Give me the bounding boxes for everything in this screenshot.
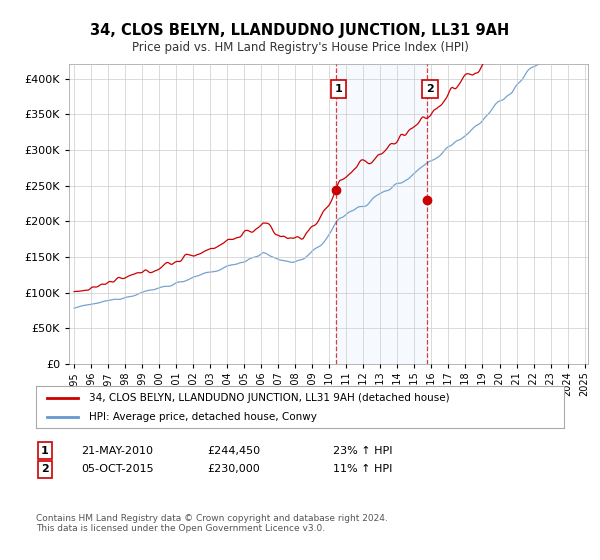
- Bar: [336, 64, 427, 364]
- Text: Price paid vs. HM Land Registry's House Price Index (HPI): Price paid vs. HM Land Registry's House …: [131, 41, 469, 54]
- Text: £230,000: £230,000: [207, 464, 260, 474]
- Text: 23% ↑ HPI: 23% ↑ HPI: [333, 446, 392, 456]
- Text: 1: 1: [334, 85, 342, 95]
- Text: £244,450: £244,450: [207, 446, 260, 456]
- Text: 05-OCT-2015: 05-OCT-2015: [81, 464, 154, 474]
- Text: 34, CLOS BELYN, LLANDUDNO JUNCTION, LL31 9AH: 34, CLOS BELYN, LLANDUDNO JUNCTION, LL31…: [91, 24, 509, 38]
- Text: 1: 1: [41, 446, 49, 456]
- Text: 2: 2: [41, 464, 49, 474]
- Text: Contains HM Land Registry data © Crown copyright and database right 2024.
This d: Contains HM Land Registry data © Crown c…: [36, 514, 388, 533]
- Text: 34, CLOS BELYN, LLANDUDNO JUNCTION, LL31 9AH (detached house): 34, CLOS BELYN, LLANDUDNO JUNCTION, LL31…: [89, 393, 449, 403]
- Text: HPI: Average price, detached house, Conwy: HPI: Average price, detached house, Conw…: [89, 412, 317, 422]
- Text: 21-MAY-2010: 21-MAY-2010: [81, 446, 153, 456]
- Text: 2: 2: [426, 85, 434, 95]
- Text: 11% ↑ HPI: 11% ↑ HPI: [333, 464, 392, 474]
